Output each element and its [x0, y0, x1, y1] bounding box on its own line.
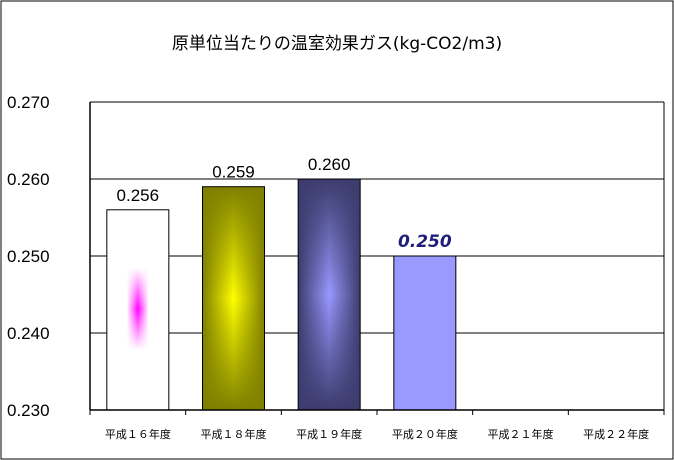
y-tick-label: 0.250 — [7, 247, 50, 266]
bar — [106, 209, 170, 411]
x-axis-labels: 平成１６年度 平成１８年度 平成１９年度 平成２０年度 平成２１年度 平成２２年度 — [105, 427, 649, 441]
y-tick-label: 0.270 — [7, 93, 50, 112]
bar-shade — [202, 186, 265, 410]
value-label: 0.260 — [308, 155, 351, 174]
x-tick-label: 平成２０年度 — [392, 427, 458, 441]
x-tick-label: 平成１９年度 — [296, 427, 362, 441]
chart-title: 原単位当たりの温室効果ガス(kg-CO2/m3) — [172, 34, 502, 54]
axes — [89, 101, 665, 415]
value-label: 0.259 — [212, 163, 255, 182]
bar-body — [393, 255, 457, 411]
y-axis-ticks: 0.230 0.240 0.250 0.260 0.270 — [7, 93, 50, 420]
x-tick-label: 平成２２年度 — [583, 427, 649, 441]
bar-shade — [298, 179, 361, 410]
bar — [297, 178, 361, 411]
value-label: 0.256 — [117, 186, 160, 205]
gridlines — [90, 178, 664, 334]
y-tick-label: 0.230 — [7, 401, 50, 420]
value-labels: 0.256 0.259 0.260 0.250 — [117, 155, 452, 252]
y-tick-label: 0.260 — [7, 170, 50, 189]
bar — [393, 255, 457, 411]
bar — [202, 186, 265, 411]
bars — [106, 178, 457, 411]
x-tick-label: 平成２１年度 — [488, 427, 554, 441]
value-label: 0.250 — [398, 232, 452, 252]
bar-accent-fade — [126, 268, 149, 350]
y-tick-label: 0.240 — [7, 324, 50, 343]
x-tick-label: 平成１６年度 — [105, 427, 171, 441]
x-tick-label: 平成１８年度 — [201, 427, 267, 441]
